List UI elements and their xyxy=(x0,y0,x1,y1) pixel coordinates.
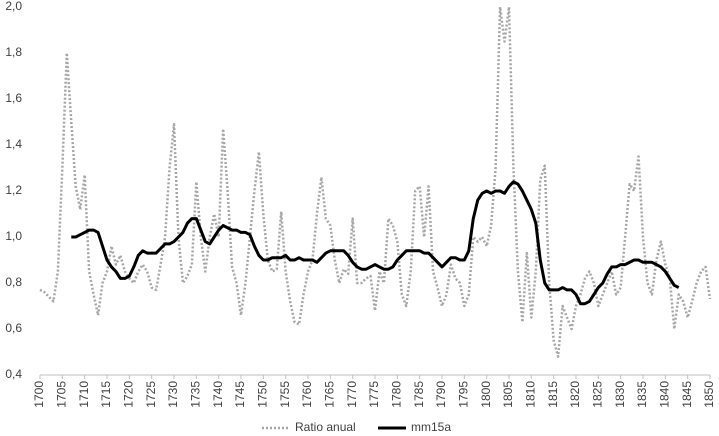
x-tick-label: 1720 xyxy=(122,381,136,408)
x-tick-label: 1810 xyxy=(524,381,538,408)
x-tick-label: 1845 xyxy=(680,381,694,408)
x-tick-label: 1850 xyxy=(702,381,716,408)
x-tick-label: 1790 xyxy=(434,381,448,408)
x-tick-label: 1705 xyxy=(55,381,69,408)
x-tick-label: 1740 xyxy=(211,381,225,408)
x-tick-label: 1715 xyxy=(99,381,113,408)
series-line xyxy=(39,5,712,358)
x-tick-label: 1760 xyxy=(300,381,314,408)
x-tick-label: 1840 xyxy=(658,381,672,408)
y-tick-label: 2,0 xyxy=(5,0,22,13)
x-tick-label: 1830 xyxy=(613,381,627,408)
y-tick-label: 0,6 xyxy=(5,321,22,335)
y-tick-label: 1,4 xyxy=(5,137,22,151)
y-tick-label: 0,8 xyxy=(5,275,22,289)
x-tick-label: 1820 xyxy=(568,381,582,408)
y-tick-label: 0,4 xyxy=(5,367,22,381)
y-tick-label: 1,0 xyxy=(5,229,22,243)
x-tick-label: 1815 xyxy=(546,381,560,408)
x-tick-label: 1700 xyxy=(32,381,46,408)
x-tick-label: 1775 xyxy=(367,381,381,408)
x-tick-label: 1765 xyxy=(323,381,337,408)
legend-label: mm15a xyxy=(411,420,451,434)
x-tick-label: 1795 xyxy=(457,381,471,408)
x-tick-label: 1750 xyxy=(256,381,270,408)
x-tick-label: 1785 xyxy=(412,381,426,408)
x-tick-label: 1735 xyxy=(189,381,203,408)
x-tick-label: 1800 xyxy=(479,381,493,408)
x-tick-label: 1780 xyxy=(390,381,404,408)
y-tick-label: 1,6 xyxy=(5,91,22,105)
x-tick-label: 1755 xyxy=(278,381,292,408)
series-line xyxy=(71,180,680,306)
x-tick-label: 1730 xyxy=(166,381,180,408)
x-tick-label: 1770 xyxy=(345,381,359,408)
x-tick-label: 1835 xyxy=(635,381,649,408)
legend-label: Ratio anual xyxy=(295,420,356,434)
x-tick-label: 1805 xyxy=(501,381,515,408)
x-tick-label: 1725 xyxy=(144,381,158,408)
x-tick-label: 1825 xyxy=(591,381,605,408)
x-tick-label: 1710 xyxy=(77,381,91,408)
y-tick-label: 1,8 xyxy=(5,45,22,59)
y-tick-label: 1,2 xyxy=(5,183,22,197)
x-tick-label: 1745 xyxy=(233,381,247,408)
